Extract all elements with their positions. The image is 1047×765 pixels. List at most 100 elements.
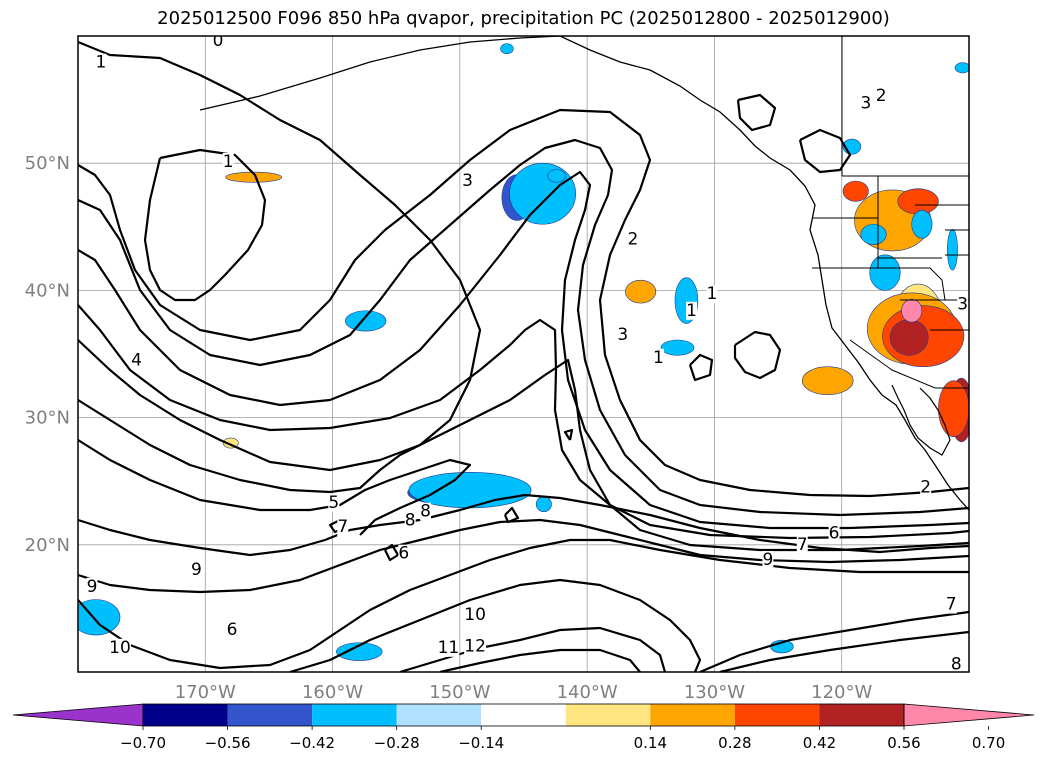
contour-label: 3 [462, 171, 473, 191]
colorbar-extend-max [903, 703, 1035, 727]
contour-label: 1 [706, 284, 717, 304]
colorbar-tick-label: −0.56 [205, 734, 251, 752]
lon-tick-label: 160°W [302, 682, 363, 703]
contour-label-bg [950, 655, 962, 672]
contour-label: 1 [223, 152, 234, 172]
contour-label: 11 [438, 638, 460, 658]
precip-region [869, 254, 901, 291]
contour-label: 8 [951, 654, 962, 674]
colorbar-tick-label: −0.70 [120, 734, 166, 752]
colorbar-tick-label: 0.56 [887, 734, 920, 752]
precip-region [78, 599, 121, 636]
colorbar-segment [481, 704, 566, 726]
precip-region [954, 62, 969, 74]
latitude-axis-labels: 20°N 30°N 40°N 50°N [25, 153, 70, 556]
coastline-mexico-baja [891, 384, 951, 456]
contour-label-bg [464, 637, 487, 656]
precip-region [801, 366, 854, 396]
contour-label: 2 [628, 230, 639, 250]
colorbar-tick-label: 0.14 [634, 734, 667, 752]
contour-label-bg [617, 325, 629, 344]
contour-label: 3 [860, 93, 871, 113]
contour-label-bg [226, 621, 238, 640]
lat-tick-label: 40°N [25, 280, 70, 301]
lat-tick-label: 20°N [25, 535, 70, 556]
colorbar [12, 703, 1035, 727]
contour-label-bg [86, 577, 98, 596]
colorbar-segment [396, 704, 482, 726]
contour-label: 6 [829, 523, 840, 543]
contour-label-bg [398, 544, 410, 563]
contour-label-bg [337, 517, 349, 536]
contour-label: 8 [420, 502, 431, 522]
contour-label: 1 [653, 348, 664, 368]
contour-label-bg [328, 493, 340, 512]
contour-label: 1 [686, 301, 697, 321]
contour-label: 6 [398, 544, 409, 564]
precip-region [938, 380, 969, 437]
precip-region [842, 180, 869, 202]
contour-label: 3 [957, 294, 968, 314]
precip-region [660, 339, 695, 356]
contour-label-bg [828, 524, 840, 543]
contour-label: 5 [328, 493, 339, 513]
lon-tick-label: 150°W [429, 682, 490, 703]
colorbar-tick-label: −0.42 [289, 734, 335, 752]
contour-label: 1 [95, 53, 106, 73]
precip-region [897, 188, 939, 215]
precip-region [947, 229, 958, 271]
contour-label: 2 [876, 86, 887, 106]
precip-region [535, 496, 552, 513]
map-frame [77, 35, 970, 673]
contour-label-bg [190, 561, 202, 580]
contour-label: 6 [227, 620, 238, 640]
contour-label-bg [875, 86, 887, 105]
qvapor-contours [78, 40, 969, 672]
precip-region [625, 279, 657, 304]
political-borders [812, 36, 969, 389]
contour-label-bg [131, 351, 143, 370]
lon-tick-label: 170°W [175, 682, 236, 703]
colorbar-extend-min [12, 703, 144, 727]
contour-label: 4 [131, 350, 142, 370]
precip-region [344, 310, 387, 332]
contour-label-bg [95, 53, 107, 72]
contour-label-bg [796, 535, 808, 554]
contour-label-bg [706, 285, 718, 304]
precip-region [547, 169, 566, 183]
contour-label: 10 [464, 605, 486, 625]
contour-label: 9 [762, 550, 773, 570]
contour-label-bg [762, 551, 774, 570]
contour-label: 7 [337, 517, 348, 537]
colorbar-tick-labels: −0.70 −0.56 −0.42 −0.28 −0.14 0.14 0.28 0.42 0.5… [120, 726, 1005, 752]
contour-label-bg [419, 502, 431, 521]
contour-label-bg [404, 511, 416, 530]
contour-label-bg [437, 638, 460, 657]
colorbar-segment [143, 704, 228, 726]
contour-label-bg [920, 478, 932, 497]
contour-label: 3 [617, 325, 628, 345]
colorbar-tick-label: 0.70 [972, 734, 1005, 752]
colorbar-segment [650, 704, 735, 726]
precip-region [889, 319, 929, 356]
colorbar-tick-label: 0.28 [718, 734, 751, 752]
contour-label: 9 [191, 560, 202, 580]
contour-label-bg [222, 152, 234, 171]
contour-label: 2 [920, 478, 931, 498]
contour-label-bg [461, 172, 473, 191]
chart-title: 2025012500 F096 850 hPa qvapor, precipit… [157, 8, 890, 29]
contour-label: 9 [87, 577, 98, 597]
contour-label-bg [212, 36, 224, 51]
colorbar-segment [734, 704, 820, 726]
contour-label-bg [686, 301, 698, 320]
contour-label-bg [109, 638, 132, 657]
contour-label-bg [464, 605, 487, 624]
lon-tick-label: 130°W [684, 682, 745, 703]
contour-label-bg [957, 295, 969, 314]
contour-label-bg [860, 94, 872, 113]
contour-label: 10 [109, 638, 131, 658]
lat-tick-label: 50°N [25, 153, 70, 174]
